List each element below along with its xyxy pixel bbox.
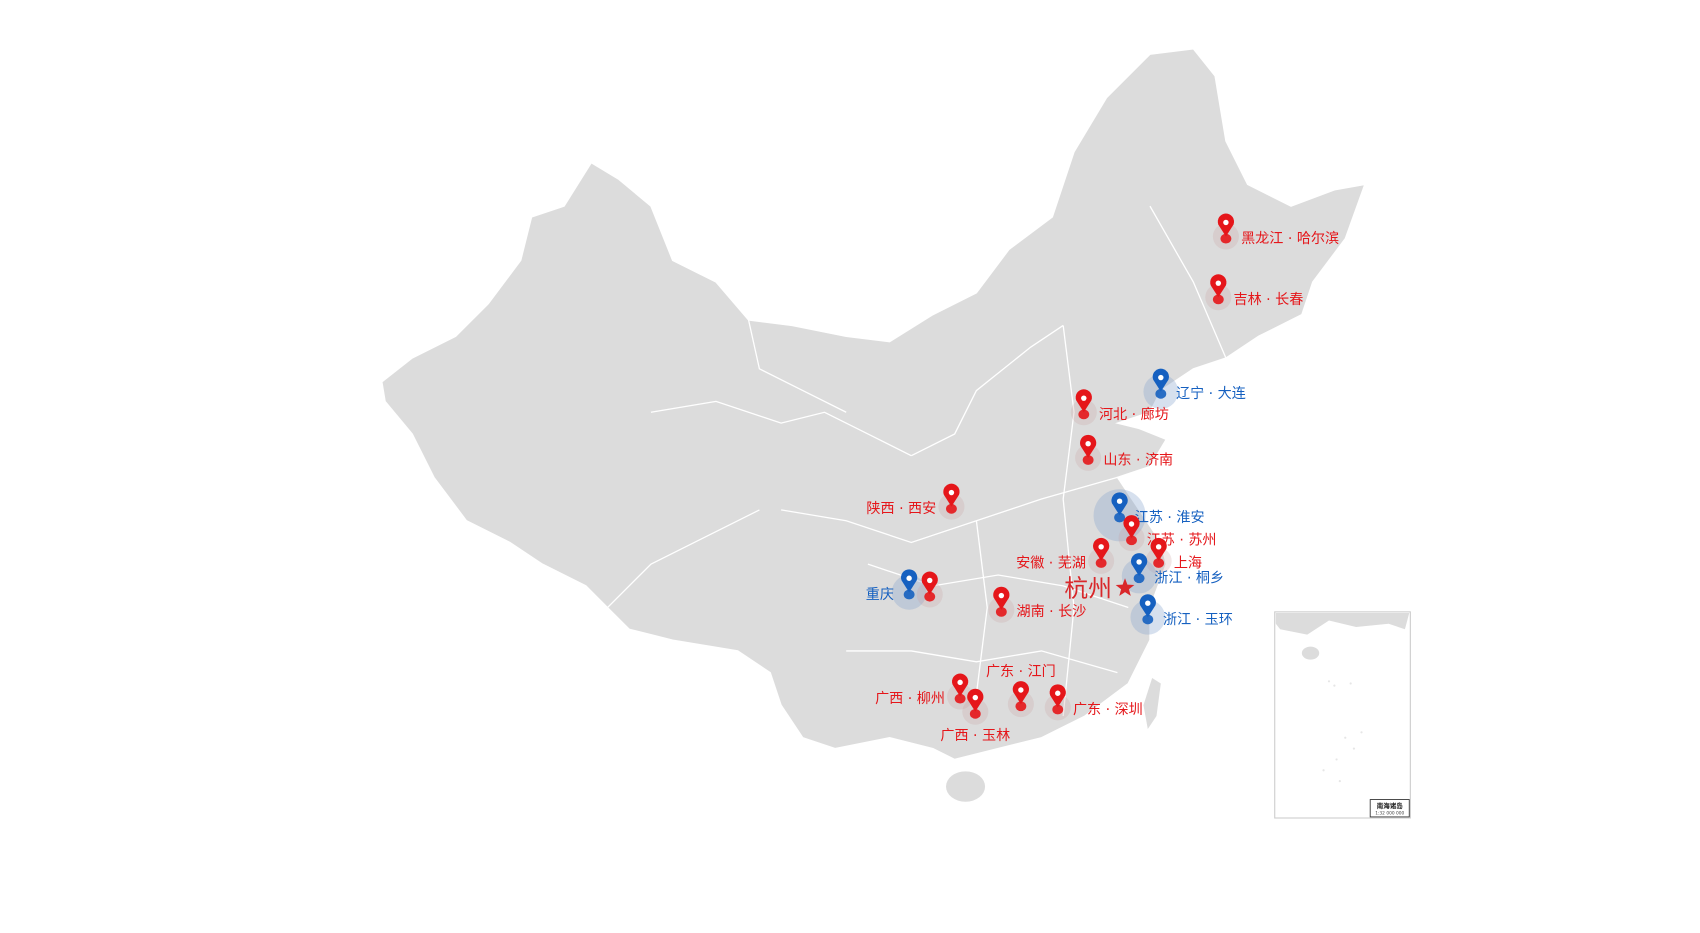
marker-base xyxy=(1212,294,1224,305)
map-marker[interactable]: 河北 · 廊坊 xyxy=(1070,389,1169,426)
marker-base xyxy=(903,589,915,600)
inset-islands xyxy=(1322,680,1363,783)
marker-label: 辽宁 · 大连 xyxy=(1176,385,1246,402)
pin-dot xyxy=(957,679,963,686)
capital-marker[interactable]: 杭州 xyxy=(1064,575,1135,603)
marker-base xyxy=(1155,388,1167,399)
marker-base xyxy=(1015,701,1027,712)
map-marker[interactable]: 湖南 · 长沙 xyxy=(988,586,1087,623)
map-marker[interactable] xyxy=(916,571,943,608)
map-marker[interactable]: 广东 · 深圳 xyxy=(1044,684,1143,721)
taiwan-island xyxy=(1143,678,1161,730)
marker-label: 浙江 · 桐乡 xyxy=(1154,571,1224,587)
pin-dot xyxy=(1223,219,1229,226)
pin-dot xyxy=(972,694,979,701)
marker-base xyxy=(1114,512,1126,523)
marker-base xyxy=(995,606,1007,617)
marker-label: 陕西 · 西安 xyxy=(866,501,936,517)
marker-base xyxy=(1078,409,1090,420)
inset-land xyxy=(1275,612,1410,635)
pin-dot xyxy=(906,575,912,581)
pin-dot xyxy=(1145,600,1151,606)
marker-label: 广西 · 柳州 xyxy=(875,690,945,707)
marker-label: 广东 · 江门 xyxy=(986,664,1056,680)
pin-dot xyxy=(1155,544,1162,550)
pin-dot xyxy=(998,592,1005,599)
capital-label: 杭州 xyxy=(1064,575,1112,603)
marker-base xyxy=(954,693,966,704)
marker-base xyxy=(1052,704,1064,715)
map-marker[interactable]: 陕西 · 西安 xyxy=(866,483,965,520)
pin-dot xyxy=(1116,498,1123,504)
pin-dot xyxy=(1136,559,1142,565)
mainland-shape xyxy=(381,48,1366,761)
marker-label: 黑龙江 · 哈尔滨 xyxy=(1241,231,1339,247)
inset-title: 南海诸岛 xyxy=(1377,801,1404,810)
pin-dot xyxy=(1081,395,1087,401)
marker-label: 广西 · 玉林 xyxy=(940,728,1010,744)
marker-base xyxy=(946,503,957,514)
pin-dot xyxy=(1085,441,1091,447)
map-marker[interactable]: 上海 xyxy=(1145,537,1202,574)
pin-dot xyxy=(1128,521,1135,527)
pin-dot xyxy=(948,489,955,496)
marker-base xyxy=(1133,573,1145,584)
pin-dot xyxy=(1055,690,1061,696)
marker-label: 浙江 · 玉环 xyxy=(1163,612,1233,628)
pin-dot xyxy=(1098,544,1104,550)
map-marker[interactable]: 吉林 · 长春 xyxy=(1205,274,1304,311)
marker-base xyxy=(969,708,981,719)
map-marker[interactable]: 广西 · 柳州 xyxy=(875,673,974,710)
map-marker[interactable]: 辽宁 · 大连 xyxy=(1143,368,1246,410)
marker-label: 湖南 · 长沙 xyxy=(1017,604,1087,620)
marker-base xyxy=(1142,614,1154,625)
map-marker[interactable]: 安徽 · 芜湖 xyxy=(1016,537,1115,574)
pin-dot xyxy=(1018,687,1024,693)
marker-label: 江苏 · 淮安 xyxy=(1135,510,1205,526)
map-marker[interactable]: 广东 · 江门 xyxy=(986,664,1056,718)
inset-hainan xyxy=(1301,646,1320,660)
marker-base xyxy=(1153,558,1165,568)
star-icon xyxy=(1115,578,1135,596)
land xyxy=(381,48,1366,802)
map-marker[interactable]: 重庆 xyxy=(866,569,927,610)
marker-base xyxy=(1082,455,1094,465)
map-marker[interactable]: 浙江 · 玉环 xyxy=(1130,594,1233,635)
marker-label: 上海 xyxy=(1174,555,1202,571)
marker-label: 广东 · 深圳 xyxy=(1073,702,1143,718)
marker-label: 山东 · 济南 xyxy=(1103,452,1173,468)
marker-base xyxy=(1095,558,1107,568)
marker-label: 河北 · 廊坊 xyxy=(1099,406,1169,423)
marker-label: 吉林 · 长春 xyxy=(1234,292,1304,308)
marker-base xyxy=(924,591,936,602)
marker-base xyxy=(1126,535,1137,546)
marker-label: 安徽 · 芜湖 xyxy=(1016,554,1086,571)
marker-label: 重庆 xyxy=(866,587,894,603)
inset-scale: 1:32 000 000 xyxy=(1375,811,1404,817)
hainan-island xyxy=(946,771,986,802)
map-marker[interactable]: 黑龙江 · 哈尔滨 xyxy=(1212,213,1339,250)
pin-dot xyxy=(1158,374,1164,381)
south-china-sea-inset: 南海诸岛 1:32 000 000 xyxy=(1274,611,1411,819)
pin-dot xyxy=(1215,280,1222,286)
marker-base xyxy=(1220,233,1232,244)
map-marker[interactable]: 浙江 · 桐乡 xyxy=(1121,553,1224,594)
map-marker[interactable]: 广西 · 玉林 xyxy=(940,688,1010,744)
pin-dot xyxy=(927,577,933,584)
map-marker[interactable]: 山东 · 济南 xyxy=(1075,434,1173,471)
